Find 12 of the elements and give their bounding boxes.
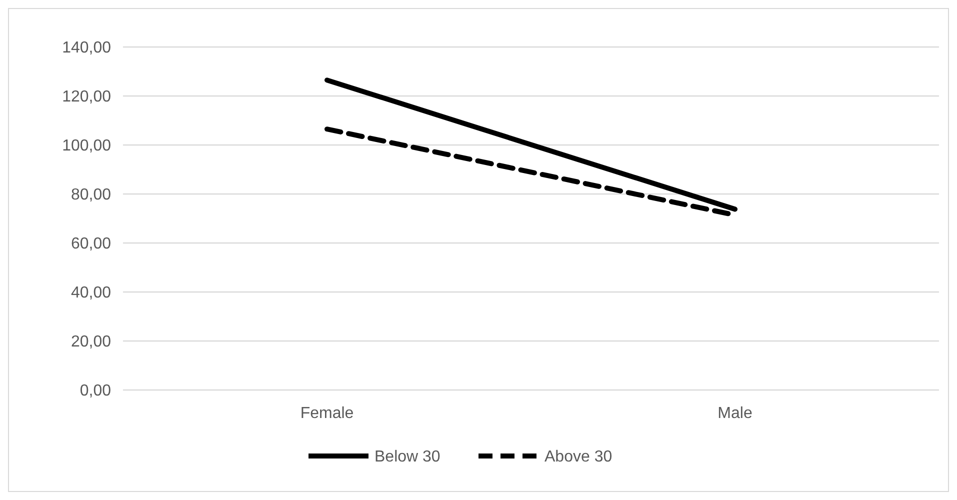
legend-label: Below 30 — [374, 448, 440, 466]
y-tick-label: 40,00 — [70, 284, 112, 302]
y-tick-label: 100,00 — [62, 138, 112, 155]
y-tick-label: 140,00 — [62, 40, 112, 57]
y-tick-label: 60,00 — [70, 236, 112, 253]
y-tick-label: 20,00 — [70, 334, 112, 351]
legend-label: Above 30 — [544, 448, 612, 466]
x-tick-label: Male — [718, 405, 752, 422]
y-tick-label: 120,00 — [62, 88, 112, 106]
y-tick-label: 80,00 — [70, 186, 112, 204]
y-tick-label: 0,00 — [80, 382, 112, 400]
x-tick-label: Female — [300, 405, 354, 422]
